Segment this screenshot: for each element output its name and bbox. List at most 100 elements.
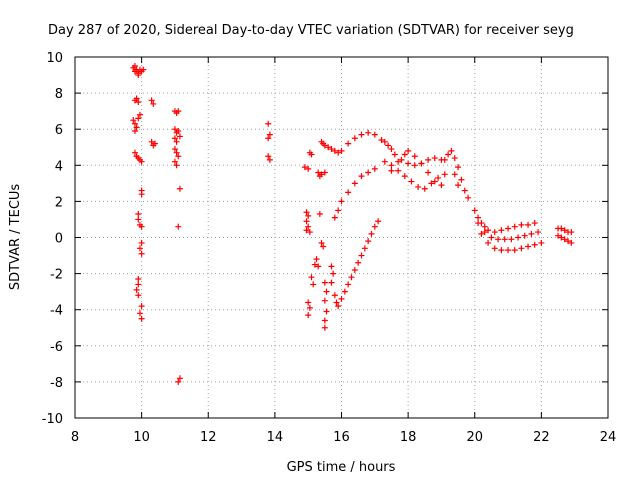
- data-point: [171, 135, 178, 142]
- data-point: [428, 180, 435, 187]
- data-point: [535, 229, 542, 236]
- data-point: [415, 183, 422, 190]
- data-point: [568, 229, 575, 236]
- data-point: [525, 221, 532, 228]
- data-point: [138, 239, 145, 246]
- data-point: [381, 138, 388, 145]
- data-point: [358, 252, 365, 259]
- data-point: [331, 214, 338, 221]
- data-point: [441, 171, 448, 178]
- data-point: [305, 212, 312, 219]
- data-point: [175, 223, 182, 230]
- y-tick-label: 8: [55, 87, 63, 102]
- y-tick-label: 4: [55, 159, 63, 174]
- data-point: [135, 115, 142, 122]
- x-axis-label: GPS time / hours: [287, 460, 396, 475]
- data-point: [448, 147, 455, 154]
- data-point: [341, 288, 348, 295]
- data-point: [531, 220, 538, 227]
- data-point: [138, 303, 145, 310]
- data-point: [171, 126, 178, 133]
- data-point: [491, 245, 498, 252]
- data-point: [176, 133, 183, 140]
- data-point: [315, 169, 322, 176]
- data-point: [475, 214, 482, 221]
- data-point: [175, 378, 182, 385]
- data-point: [331, 292, 338, 299]
- data-point: [321, 317, 328, 324]
- data-point: [498, 227, 505, 234]
- data-point: [328, 263, 335, 270]
- data-point: [451, 171, 458, 178]
- data-point: [148, 138, 155, 145]
- data-point: [138, 191, 145, 198]
- data-point: [401, 173, 408, 180]
- data-point: [135, 216, 142, 223]
- data-point: [378, 137, 385, 144]
- data-point: [135, 72, 142, 79]
- data-point: [525, 243, 532, 250]
- data-point: [555, 232, 562, 239]
- data-point: [485, 227, 492, 234]
- data-point: [303, 209, 310, 216]
- data-marks: [130, 63, 575, 385]
- chart-title: Day 287 of 2020, Sidereal Day-to-day VTE…: [48, 23, 574, 38]
- data-point: [135, 276, 142, 283]
- data-point: [338, 198, 345, 205]
- data-point: [136, 310, 143, 317]
- data-point: [321, 279, 328, 286]
- data-point: [138, 223, 145, 230]
- data-point: [348, 274, 355, 281]
- data-point: [175, 108, 182, 115]
- data-point: [558, 225, 565, 232]
- data-point: [365, 129, 372, 136]
- data-point: [321, 169, 328, 176]
- y-tick-label: -10: [42, 412, 63, 427]
- data-point: [335, 149, 342, 156]
- y-tick-label: 6: [55, 123, 63, 138]
- data-point: [561, 236, 568, 243]
- data-point: [303, 227, 310, 234]
- data-point: [328, 279, 335, 286]
- data-point: [398, 156, 405, 163]
- data-point: [310, 281, 317, 288]
- data-point: [133, 95, 140, 102]
- y-tick-label: 0: [55, 232, 63, 247]
- data-point: [558, 234, 565, 241]
- x-axis-ticks: 8 10 12 14 16 18 20 22 24: [71, 57, 616, 445]
- y-axis-label: SDTVAR / TECUs: [8, 184, 23, 291]
- data-point: [455, 164, 462, 171]
- data-point: [306, 229, 313, 236]
- data-point: [501, 236, 508, 243]
- data-point: [148, 97, 155, 104]
- data-point: [371, 165, 378, 172]
- data-point: [495, 236, 502, 243]
- data-point: [321, 324, 328, 331]
- y-tick-label: -4: [50, 304, 63, 319]
- data-point: [418, 160, 425, 167]
- data-point: [355, 259, 362, 266]
- data-point: [498, 247, 505, 254]
- y-tick-label: 2: [55, 195, 63, 210]
- data-point: [365, 238, 372, 245]
- data-point: [381, 158, 388, 165]
- data-point: [465, 194, 472, 201]
- data-point: [471, 207, 478, 214]
- data-point: [388, 162, 395, 169]
- data-point: [458, 176, 465, 183]
- data-point: [461, 187, 468, 194]
- data-point: [320, 243, 327, 250]
- data-point: [435, 174, 442, 181]
- data-point: [345, 281, 352, 288]
- data-point: [351, 180, 358, 187]
- data-point: [133, 124, 140, 131]
- data-point: [508, 236, 515, 243]
- data-point: [171, 146, 178, 153]
- data-point: [371, 223, 378, 230]
- data-point: [358, 131, 365, 138]
- data-point: [515, 234, 522, 241]
- data-point: [385, 142, 392, 149]
- data-point: [173, 138, 180, 145]
- data-point: [131, 63, 138, 70]
- data-point: [136, 111, 143, 118]
